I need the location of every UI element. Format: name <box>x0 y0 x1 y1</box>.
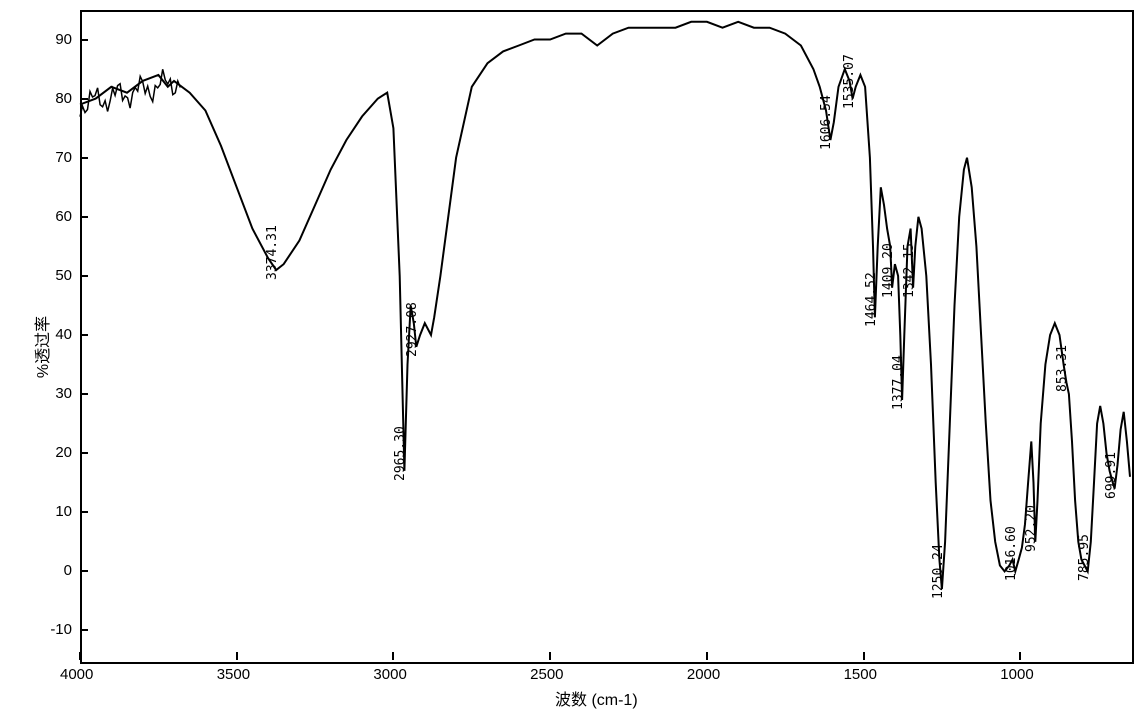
y-tick-label: 40 <box>55 326 72 343</box>
y-tick-label: 80 <box>55 90 72 107</box>
y-tick-label: 10 <box>55 503 72 520</box>
peak-label: 2965.30 <box>393 426 408 481</box>
y-tick-label: 0 <box>64 562 72 579</box>
x-tick-label: 1000 <box>1000 666 1033 683</box>
x-tick-label: 1500 <box>844 666 877 683</box>
peak-label: 1016.60 <box>1004 527 1019 582</box>
x-tick-label: 4000 <box>60 666 93 683</box>
peak-label: 853.31 <box>1055 345 1070 392</box>
y-tick-label: 30 <box>55 385 72 402</box>
x-axis-label: 波数 (cm-1) <box>555 686 638 710</box>
peak-label: 1250.24 <box>931 544 946 599</box>
x-tick-mark <box>79 652 81 660</box>
spectrum-line <box>0 0 1138 717</box>
x-tick-mark <box>1019 652 1021 660</box>
x-tick-mark <box>392 652 394 660</box>
peak-label: 785.95 <box>1077 534 1092 581</box>
peak-label: 1342.15 <box>902 243 917 298</box>
y-tick-label: 20 <box>55 444 72 461</box>
x-tick-label: 3000 <box>373 666 406 683</box>
peak-label: 1606.54 <box>819 95 834 150</box>
y-tick-mark <box>80 334 88 336</box>
y-tick-mark <box>80 98 88 100</box>
y-tick-mark <box>80 452 88 454</box>
peak-label: 952.20 <box>1024 505 1039 552</box>
y-tick-mark <box>80 157 88 159</box>
peak-label: 1377.04 <box>891 355 906 410</box>
y-tick-label: 70 <box>55 149 72 166</box>
y-tick-mark <box>80 393 88 395</box>
y-tick-label: 60 <box>55 208 72 225</box>
x-tick-mark <box>236 652 238 660</box>
x-tick-mark <box>863 652 865 660</box>
y-tick-mark <box>80 570 88 572</box>
peak-label: 1464.52 <box>864 272 879 327</box>
x-tick-mark <box>549 652 551 660</box>
x-tick-mark <box>706 652 708 660</box>
ir-spectrum-chart: %透过率 波数 (cm-1) -10 0 10 20 30 40 50 60 70 80 90 400… <box>0 0 1138 717</box>
y-tick-mark <box>80 511 88 513</box>
peak-label: 1409.20 <box>881 243 896 298</box>
peak-label: 3374.31 <box>265 225 280 280</box>
y-tick-mark <box>80 275 88 277</box>
peak-label: 2927.08 <box>405 302 420 357</box>
y-tick-label: -10 <box>50 621 72 638</box>
y-tick-mark <box>80 629 88 631</box>
y-tick-label: 90 <box>55 31 72 48</box>
peak-label: 1535.07 <box>842 54 857 109</box>
y-tick-label: 50 <box>55 267 72 284</box>
x-tick-label: 2500 <box>530 666 563 683</box>
peak-label: 699.91 <box>1104 452 1119 499</box>
x-tick-label: 2000 <box>687 666 720 683</box>
x-tick-label: 3500 <box>217 666 250 683</box>
y-tick-mark <box>80 39 88 41</box>
y-tick-mark <box>80 216 88 218</box>
y-axis-label: %透过率 <box>29 316 53 378</box>
